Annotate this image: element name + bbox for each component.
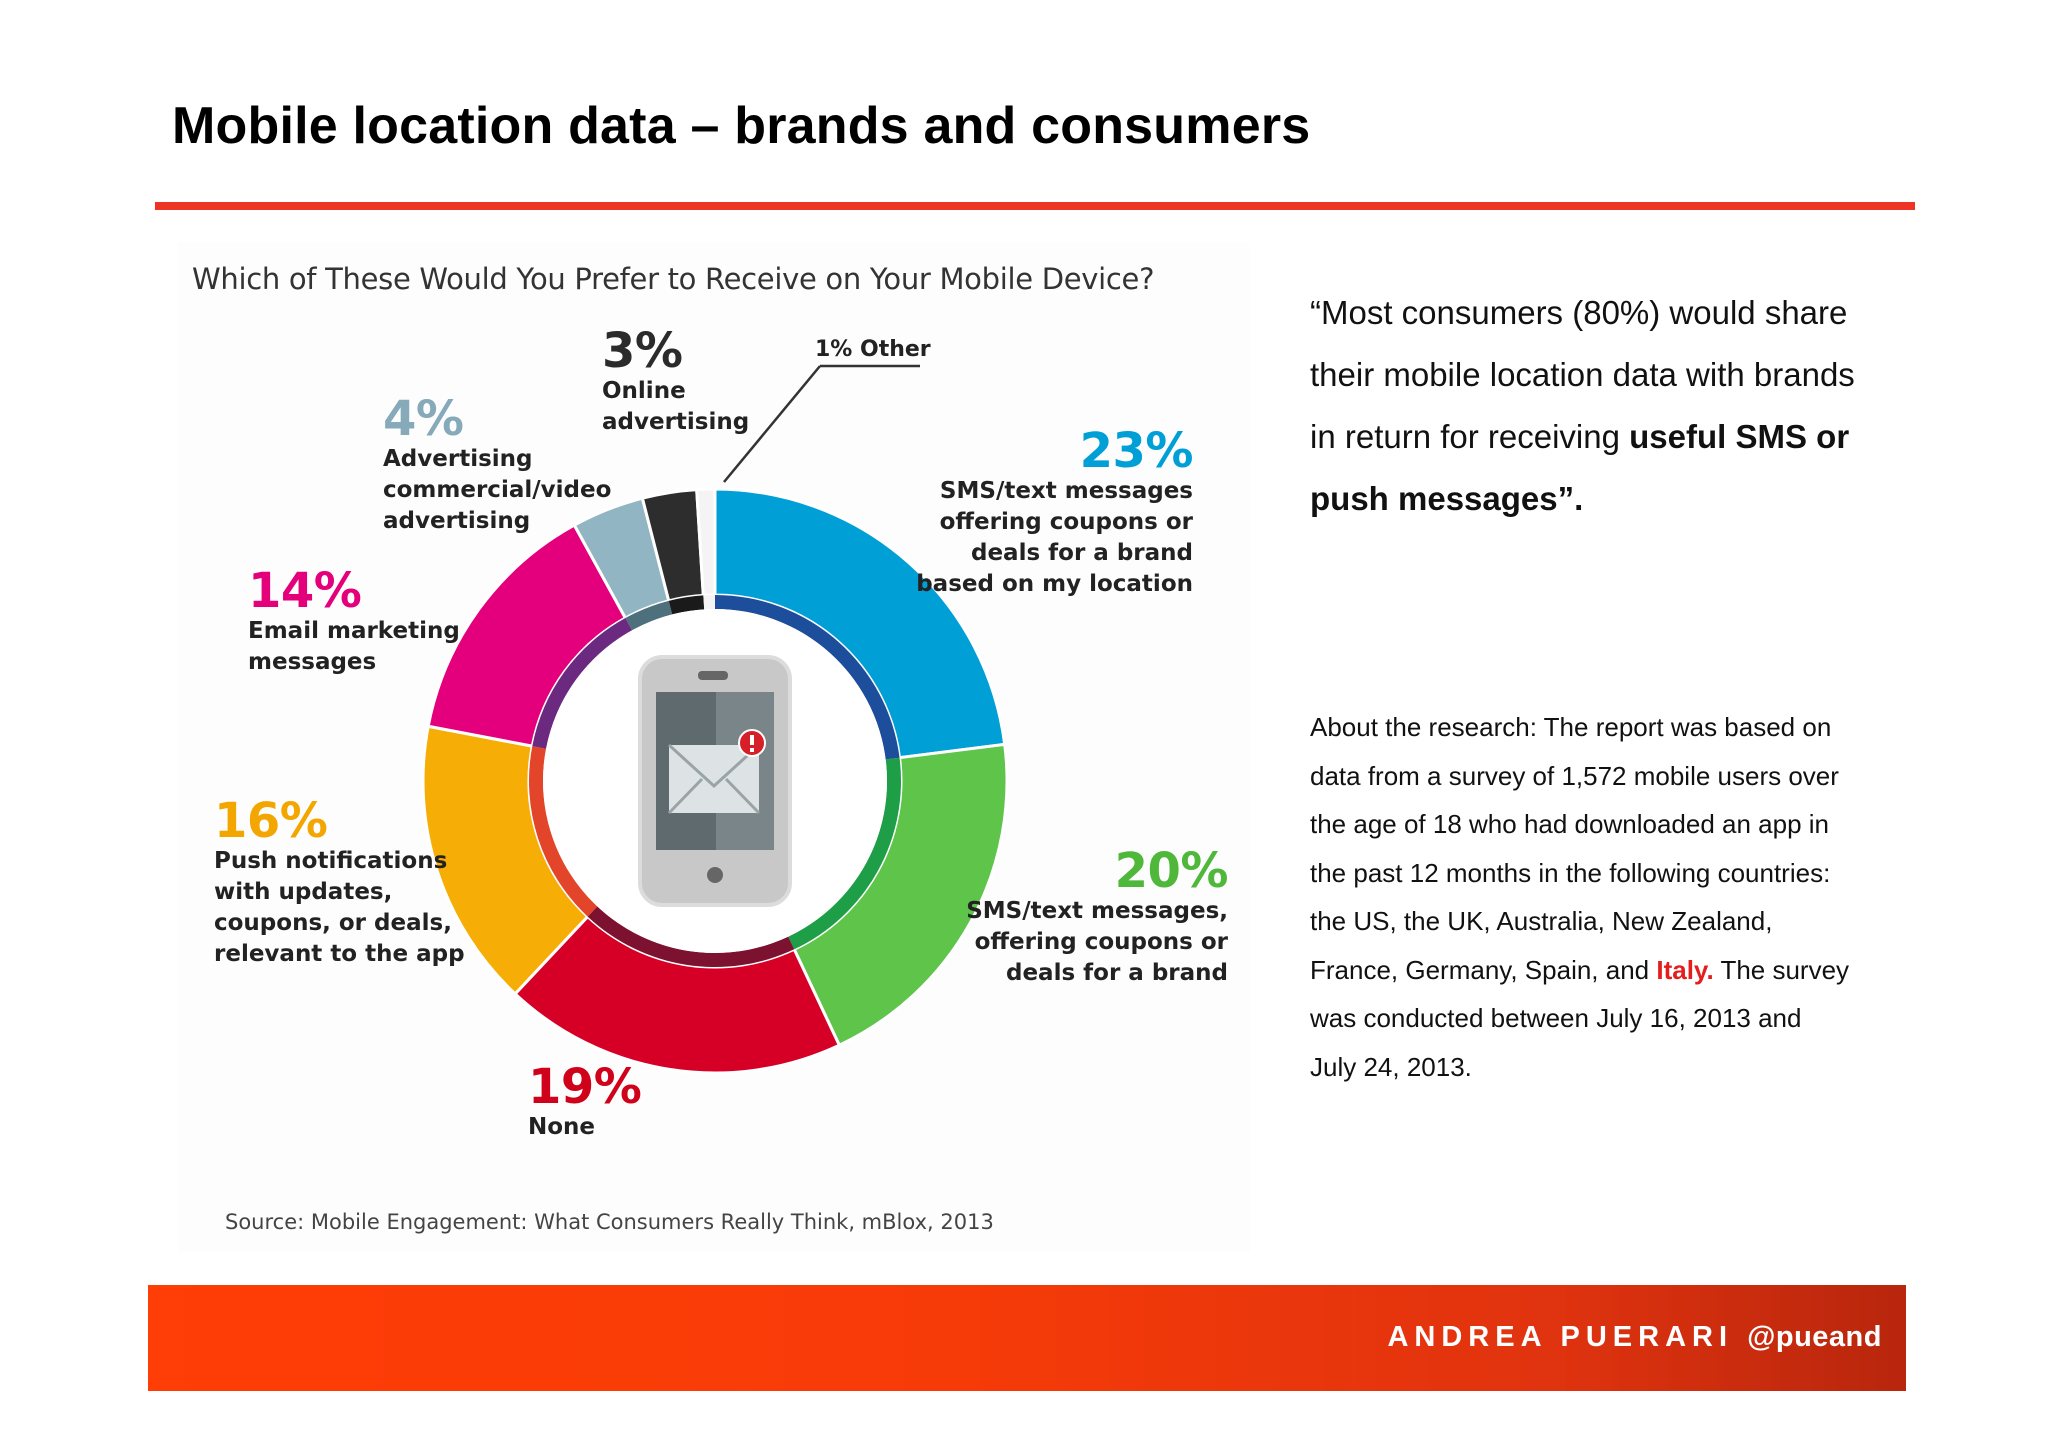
donut-inner-band-1 [788, 757, 901, 950]
slice-pct: 3% [602, 323, 683, 379]
slice-label-sms-brand: 20% SMS/text messages, offering coupons … [966, 846, 1228, 989]
slice-desc: None [528, 1114, 596, 1141]
donut-inner-band-5 [625, 600, 673, 631]
slice-label-online-ads: 3% Online advertising [602, 326, 749, 438]
slice-desc: Advertising commercial/video advertising [383, 446, 612, 535]
slice-pct: 19% [528, 1059, 642, 1115]
slice-pct: 16% [214, 793, 328, 849]
donut-inner-band-7 [703, 595, 715, 610]
slice-desc: SMS/text messages, offering coupons or d… [966, 898, 1228, 987]
about-text-before: About the research: The report was based… [1310, 712, 1839, 985]
donut-inner-band-3 [529, 746, 598, 917]
footer-credit: ANDREA PUERARI @pueand [1387, 1321, 1882, 1354]
footer-bar: ANDREA PUERARI @pueand [148, 1285, 1906, 1391]
quote-bold: useful SMS or push messages”. [1310, 418, 1850, 517]
slice-desc: Email marketing messages [248, 618, 460, 676]
slice-desc: Push notifications with updates, coupons… [214, 848, 465, 968]
quote-main: “Most consumers (80%) would share their … [1310, 294, 1855, 455]
slice-label-email: 14% Email marketing messages [248, 566, 460, 678]
slice-pct: 20% [1114, 843, 1229, 899]
slice-pct: 4% [383, 391, 464, 447]
slide-title: Mobile location data – brands and consum… [172, 97, 1311, 155]
slice-pct: 14% [248, 563, 362, 619]
donut-inner-band-4 [532, 618, 633, 749]
slice-desc: Online advertising [602, 378, 750, 436]
about-text-after: The survey was conducted between July 16… [1310, 954, 1850, 1082]
about-research: About the research: The report was based… [1310, 703, 1850, 1091]
author-name: ANDREA PUERARI [1387, 1321, 1734, 1353]
chart-title: Which of These Would You Prefer to Recei… [192, 262, 1155, 296]
slice-label-none: 19% None [528, 1059, 642, 1143]
chart-source: Source: Mobile Engagement: What Consumer… [225, 1210, 994, 1234]
slice-label-sms-location: 23% SMS/text messages offering coupons o… [916, 426, 1193, 600]
about-highlight: Italy. [1656, 954, 1714, 985]
donut-inner-band-2 [587, 906, 795, 967]
donut-inner-band-6 [668, 595, 705, 615]
slice-pct: 23% [1079, 423, 1194, 479]
title-divider [155, 202, 1915, 210]
author-handle: @pueand [1747, 1321, 1882, 1353]
quote-text: “Most consumers (80%) would share their … [1310, 282, 1870, 530]
phone-with-envelope-notification-icon [638, 655, 792, 907]
slice-label-video-ads: 4% Advertising commercial/video advertis… [383, 394, 611, 537]
slice-label-push: 16% Push notifications with updates, cou… [214, 796, 465, 970]
slice-desc: SMS/text messages offering coupons or de… [916, 478, 1193, 598]
slice-label-other: 1% Other [815, 337, 931, 362]
donut-inner-band-0 [715, 595, 900, 760]
other-leader-line [723, 365, 821, 483]
